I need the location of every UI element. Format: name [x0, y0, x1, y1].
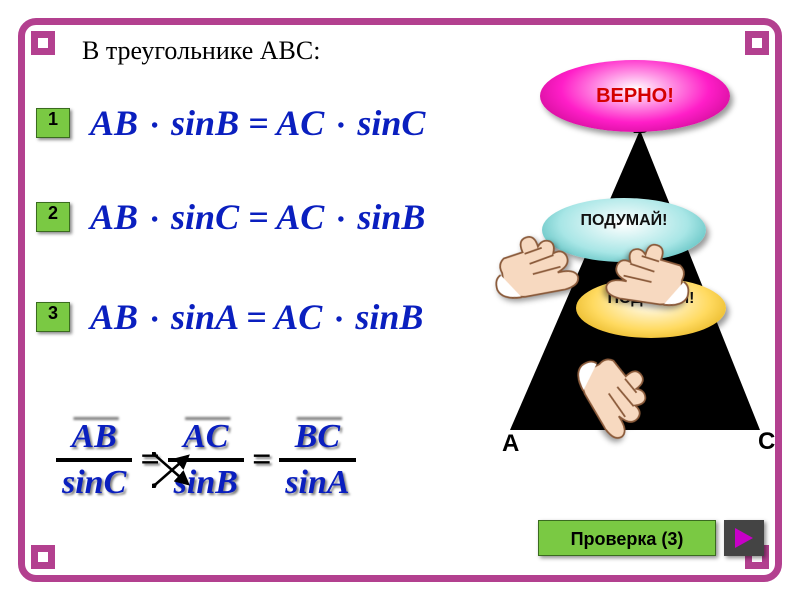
fraction: BCsinA — [279, 418, 355, 502]
triangle-right-icon — [733, 526, 755, 550]
pointing-hand-icon — [485, 218, 585, 310]
frame-corner — [745, 31, 769, 55]
check-button[interactable]: Проверка (3) — [538, 520, 716, 556]
answer-button-1[interactable]: 1 — [36, 108, 70, 138]
vertex-A-label: A — [502, 430, 519, 458]
slide-heading: В треугольнике АВС: — [82, 36, 320, 66]
correct-bubble: ВЕРНО! — [540, 60, 730, 132]
answer-button-3[interactable]: 3 — [36, 302, 70, 332]
answer-button-2[interactable]: 2 — [36, 202, 70, 232]
next-slide-button[interactable] — [724, 520, 764, 556]
equation-2: AB • sinC = AC • sinBAB • sinC = AC • si… — [90, 196, 425, 238]
frame-corner — [31, 31, 55, 55]
law-of-sines: ABsinC=ACsinB=BCsinA — [56, 418, 356, 502]
fraction: ABsinC — [56, 418, 132, 502]
equation-1: AB • sinB = AC • sinCAB • sinB = AC • si… — [90, 102, 425, 144]
equation-3: AB • sinA = AC • sinBAB • sinA = AC • si… — [90, 296, 423, 338]
cross-arrows-icon — [152, 452, 192, 488]
pointing-hand-icon — [600, 228, 698, 317]
vertex-C-label: C — [758, 428, 775, 456]
frame-corner — [31, 545, 55, 569]
